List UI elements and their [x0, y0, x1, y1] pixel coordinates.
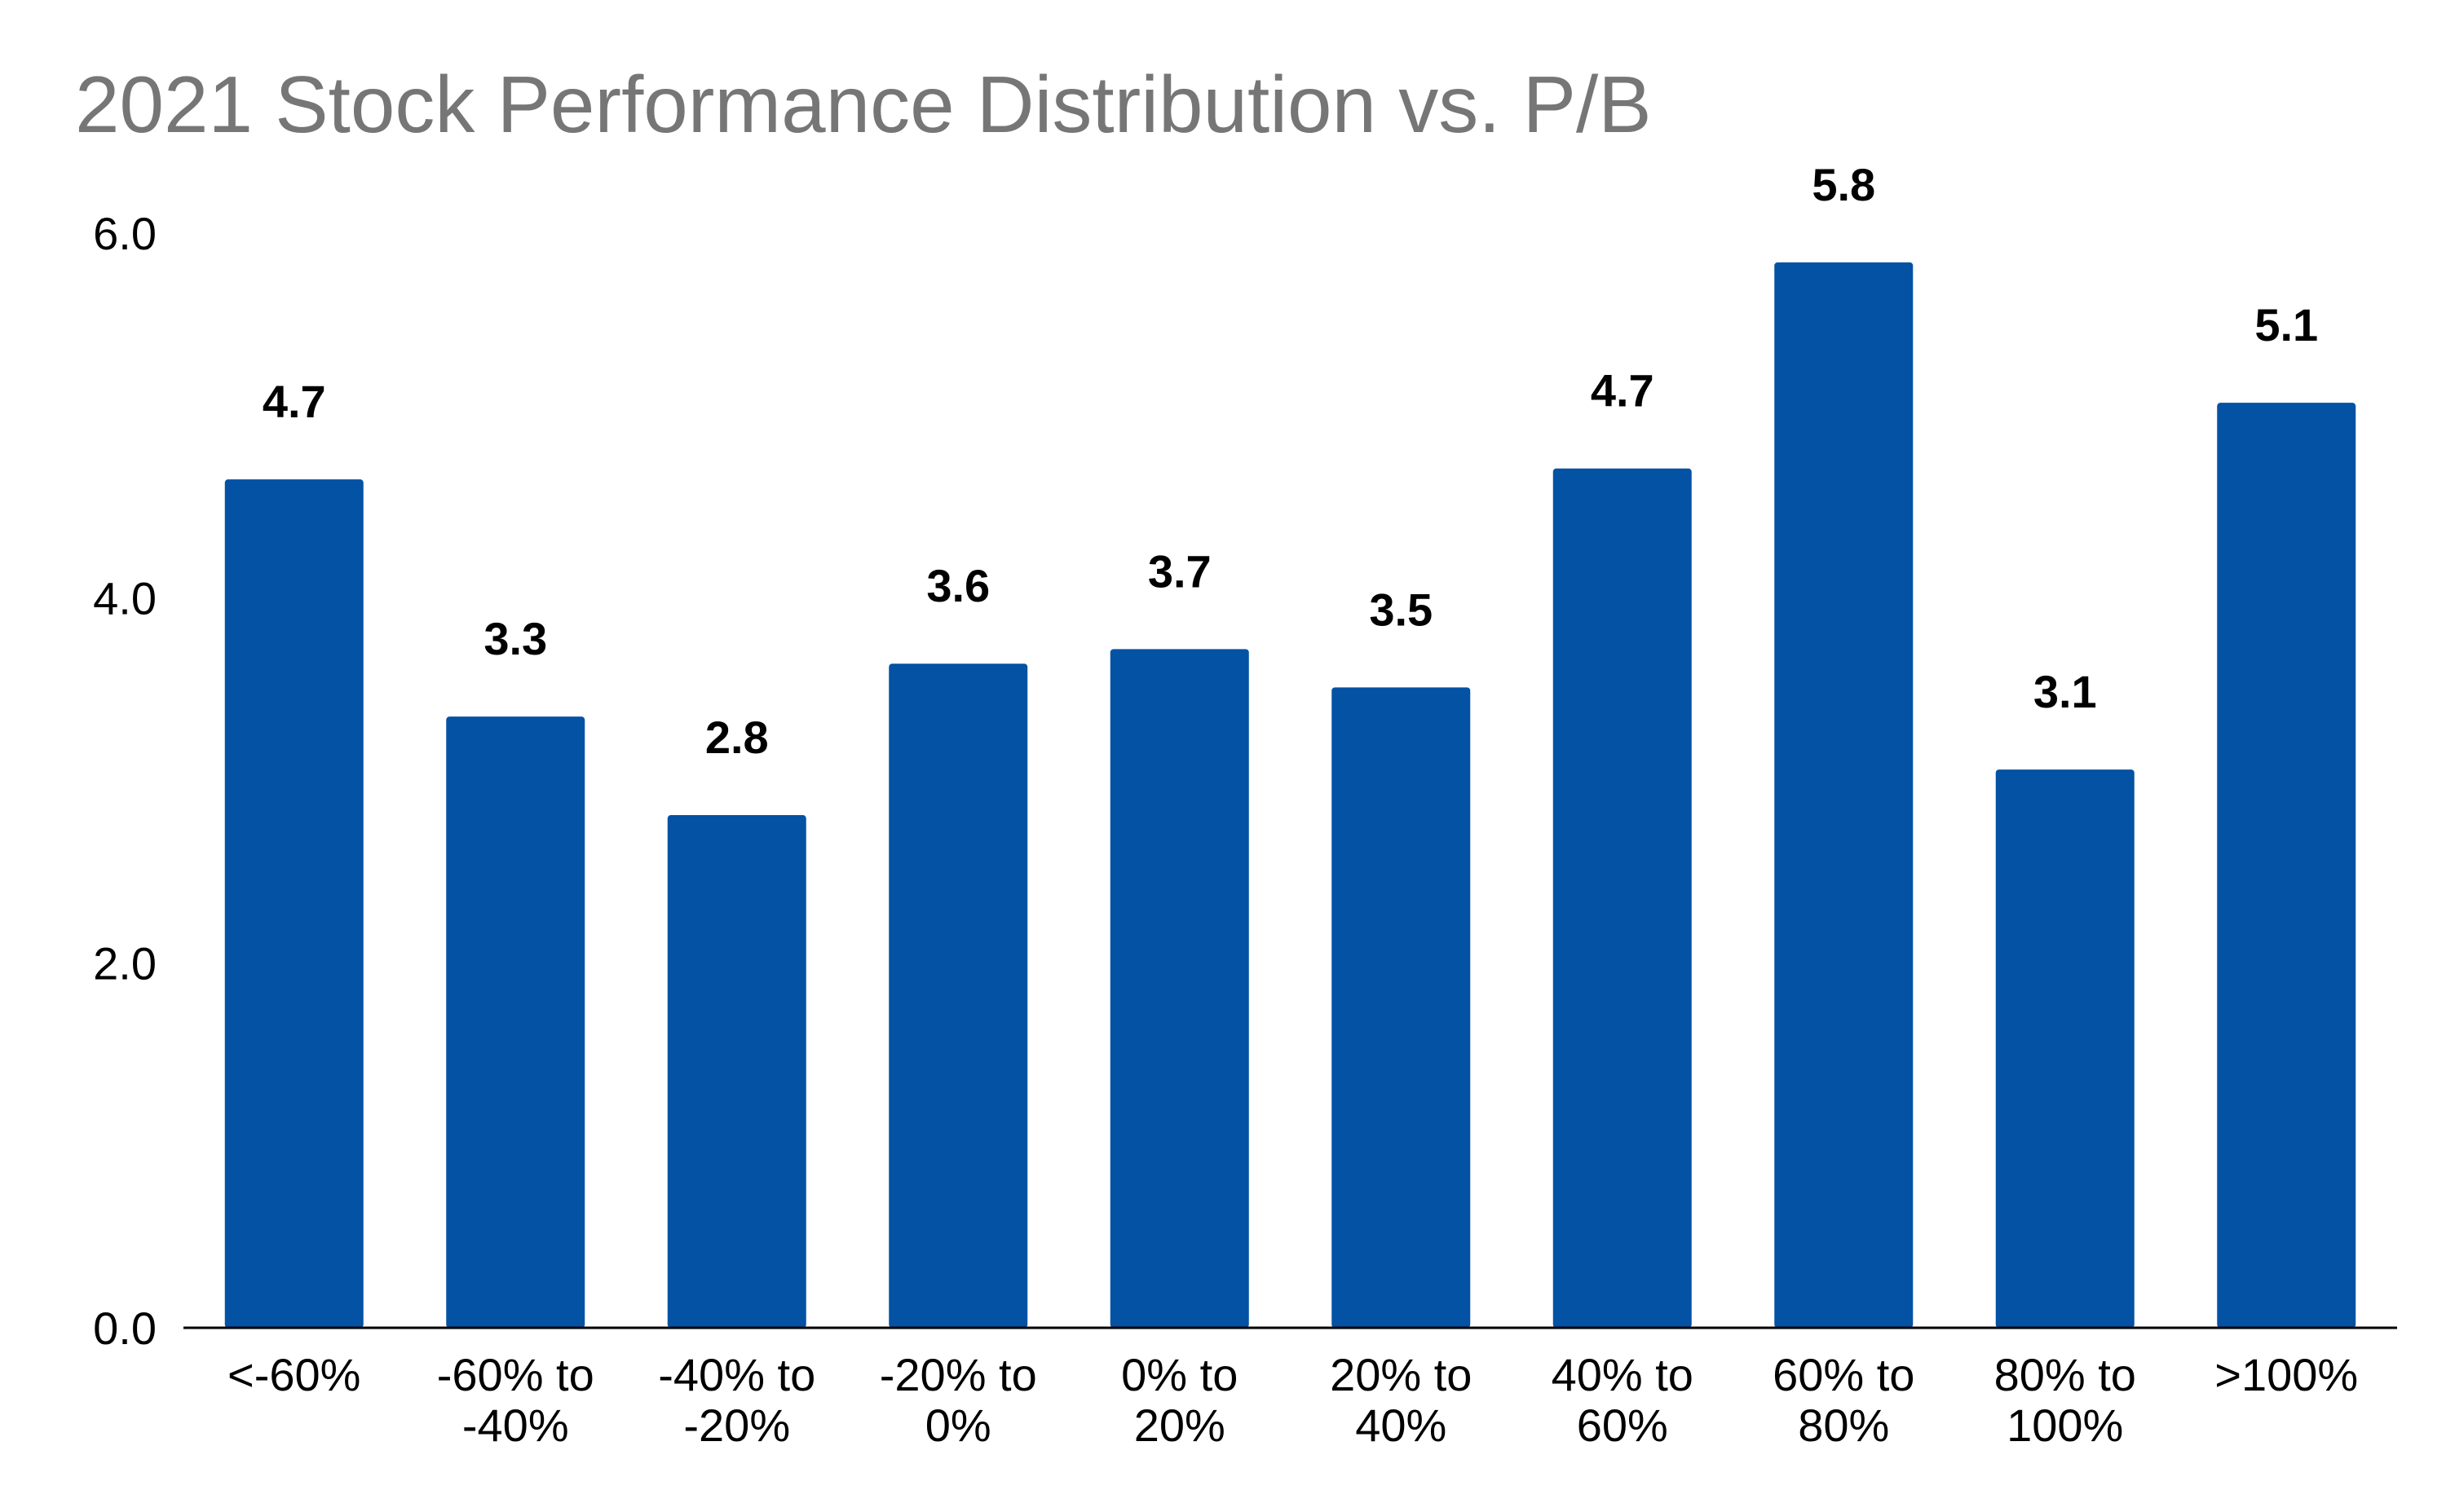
x-tick-label: 60% to	[1773, 1349, 1914, 1400]
data-label: 5.8	[1812, 159, 1875, 210]
x-tick-label: <-60%	[227, 1349, 360, 1400]
data-label: 3.7	[1148, 545, 1212, 597]
data-label: 2.8	[705, 712, 769, 763]
bar	[667, 815, 806, 1328]
data-label: 3.1	[2033, 666, 2097, 717]
x-tick-label: -40%	[462, 1400, 569, 1451]
x-tick-label: -20% to	[880, 1349, 1037, 1400]
x-tick-label: 0% to	[1121, 1349, 1238, 1400]
data-label: 4.7	[1591, 365, 1654, 417]
y-tick-label: 4.0	[93, 573, 157, 624]
bar	[1110, 649, 1249, 1328]
data-label: 3.5	[1369, 584, 1433, 635]
bar	[2217, 403, 2356, 1328]
x-tick-label: -40% to	[658, 1349, 815, 1400]
y-tick-label: 0.0	[93, 1303, 157, 1354]
bar	[1331, 687, 1471, 1328]
x-tick-label: 20% to	[1330, 1349, 1472, 1400]
data-label: 4.7	[263, 376, 326, 427]
x-tick-label: 80%	[1798, 1400, 1889, 1451]
x-tick-label: 60%	[1577, 1400, 1668, 1451]
x-tick-label: 0%	[925, 1400, 991, 1451]
x-tick-label: 40%	[1355, 1400, 1446, 1451]
bar	[889, 663, 1028, 1328]
chart-title: 2021 Stock Performance Distribution vs. …	[75, 60, 1652, 149]
x-tick-label: >100%	[2214, 1349, 2358, 1400]
x-tick-label: -20%	[683, 1400, 790, 1451]
bar	[224, 479, 364, 1328]
x-tick-label: 40% to	[1552, 1349, 1693, 1400]
bar	[446, 716, 585, 1328]
data-label: 3.3	[483, 613, 547, 664]
x-tick-label: 100%	[2007, 1400, 2123, 1451]
y-tick-label: 2.0	[93, 937, 157, 989]
x-tick-label: -60% to	[437, 1349, 594, 1400]
data-label: 3.6	[926, 560, 990, 611]
data-label: 5.1	[2254, 299, 2318, 350]
y-tick-label: 6.0	[93, 208, 157, 259]
bar	[1774, 262, 1914, 1328]
x-tick-label: 80% to	[1994, 1349, 2136, 1400]
bar	[1552, 468, 1692, 1328]
x-tick-label: 20%	[1134, 1400, 1225, 1451]
bar	[1995, 769, 2135, 1328]
